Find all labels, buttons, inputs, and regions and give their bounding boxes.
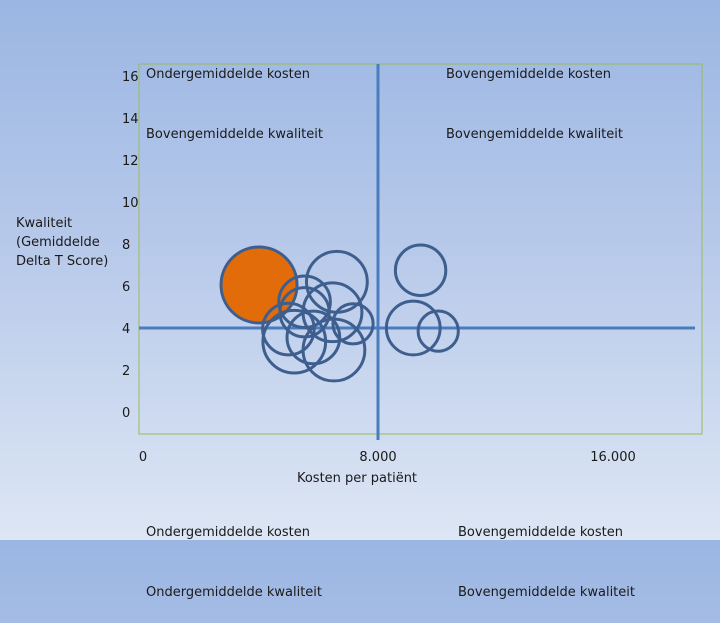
quadrant-label-top-right: Bovengemiddelde kosten Bovengemiddelde k… xyxy=(446,25,623,165)
x-tick-label: 16.000 xyxy=(590,450,636,465)
y-tick-label: 16 xyxy=(122,70,139,85)
y-axis-title-line: (Gemiddelde xyxy=(16,235,100,250)
bubble xyxy=(261,301,316,357)
x-axis-title: Kosten per patiënt xyxy=(297,471,417,486)
bubble xyxy=(261,308,328,375)
y-tick-label: 4 xyxy=(122,322,130,337)
y-axis-title: Kwaliteit (Gemiddelde Delta T Score) xyxy=(16,214,108,271)
y-axis-title-line: Delta T Score) xyxy=(16,254,109,269)
y-tick-labels: 0 2 4 6 8 10 12 14 16 xyxy=(122,70,139,421)
x-tick-labels: 0 8.000 16.000 xyxy=(139,450,636,465)
reference-lines xyxy=(139,64,695,440)
quadrant-label-line: Bovengemiddelde kwaliteit xyxy=(446,127,623,142)
y-tick-label: 0 xyxy=(122,406,130,421)
bubble xyxy=(277,274,332,330)
bubble xyxy=(416,309,460,353)
quadrant-label-top-left: Ondergemiddelde kosten Bovengemiddelde k… xyxy=(146,25,323,165)
y-tick-label: 12 xyxy=(122,154,139,169)
bubble xyxy=(331,302,375,346)
quadrant-label-line: Bovengemiddelde kosten xyxy=(458,525,623,540)
y-axis-title-line: Kwaliteit xyxy=(16,216,73,231)
quadrant-label-line: Ondergemiddelde kwaliteit xyxy=(146,585,323,600)
x-tick-label: 0 xyxy=(139,450,147,465)
y-tick-label: 8 xyxy=(122,238,130,253)
y-tick-label: 2 xyxy=(122,364,130,379)
quadrant-label-line: Ondergemiddelde kosten xyxy=(146,525,310,540)
bubble xyxy=(384,299,442,357)
y-tick-label: 10 xyxy=(122,196,139,211)
bubble-chart: 0 2 4 6 8 10 12 14 16 0 8.000 16.000 Kosten per pa… xyxy=(122,63,703,486)
y-tick-label: 14 xyxy=(122,112,139,127)
quadrant-label-line: Bovengemiddelde kwaliteit xyxy=(458,585,635,600)
plot-area-border xyxy=(138,63,703,435)
quadrant-label-line: Bovengemiddelde kwaliteit xyxy=(146,127,323,142)
quadrant-label-line: Ondergemiddelde kosten xyxy=(146,67,310,82)
bubble xyxy=(393,243,448,297)
y-tick-label: 6 xyxy=(122,280,130,295)
bubbles xyxy=(219,243,460,383)
quadrant-label-line: Bovengemiddelde kosten xyxy=(446,67,611,82)
x-tick-label: 8.000 xyxy=(359,450,396,465)
